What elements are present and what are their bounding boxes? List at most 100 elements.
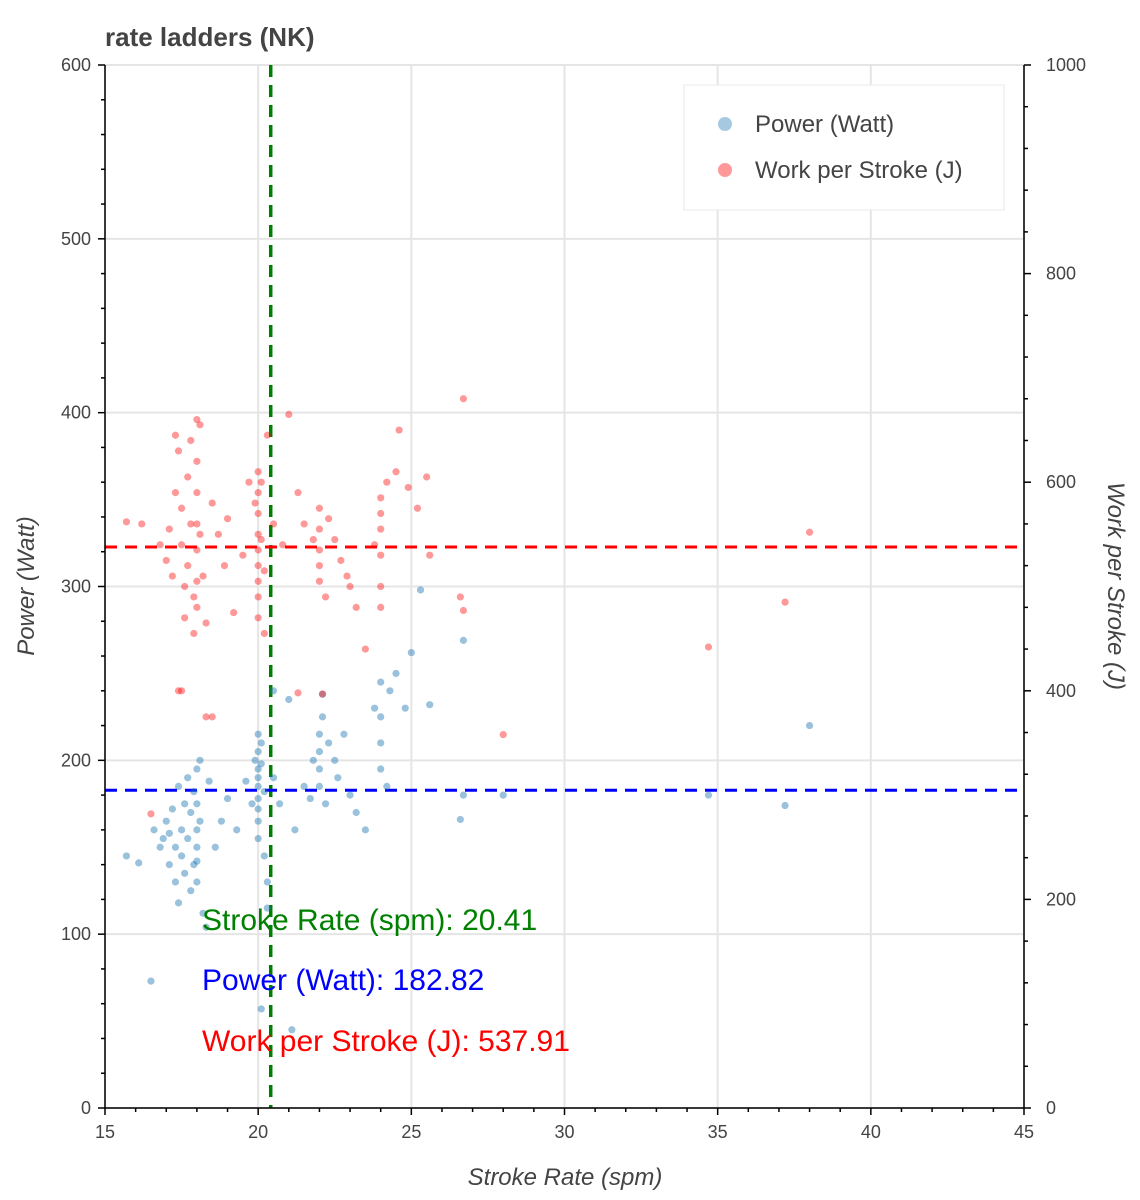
work-point [404,483,412,492]
power-point [315,730,324,738]
work-point [230,608,238,617]
work-point [413,504,422,512]
power-point [318,713,327,721]
work-point [325,515,333,523]
work-point [781,598,789,606]
power-point [331,756,339,764]
power-point [704,791,713,799]
work-point [321,593,330,601]
work-point [181,582,189,591]
power-point [254,730,262,738]
power-point [254,794,262,803]
work-point [392,468,400,476]
power-point [263,878,271,886]
work-point [423,473,431,481]
work-point [254,593,262,601]
power-point [193,857,201,865]
work-point [263,431,271,439]
power-point [377,739,385,747]
reference-lines [105,65,1024,1108]
work-point [220,562,229,570]
work-point [254,546,262,554]
y-axis-label: Power (Watt) [13,516,40,656]
power-point [260,852,268,860]
work-point [181,614,189,622]
work-point [254,562,262,570]
axes: 15 20 25 30 35 40 45 0 100 200 300 400 500 600 0 200 400… [61,55,1086,1142]
work-point [174,687,183,695]
work-point [459,395,468,403]
x-tick-label: 25 [401,1122,421,1142]
power-point [251,756,259,764]
power-point [190,788,198,796]
grid [104,64,1025,1109]
power-point [171,843,180,851]
work-point [165,525,173,533]
work-point [294,689,302,697]
work-point [254,489,262,497]
power-point [318,690,327,698]
work-point [193,489,201,497]
power-point [122,852,131,860]
y-tick-label: 100 [61,924,91,944]
power-point [223,794,232,803]
annotation-power: Power (Watt): 182.82 [202,964,484,997]
power-point [174,899,183,907]
legend-label-power: Power (Watt) [755,111,894,138]
work-point [184,562,192,570]
work-point [162,556,170,565]
work-point [171,431,180,439]
work-point [190,629,198,638]
work-point [138,520,146,528]
work-point [193,457,201,465]
power-point [416,586,425,594]
work-point [315,504,324,512]
power-point [383,782,391,791]
work-point [177,504,186,512]
power-point [174,782,183,791]
power-point [309,756,317,764]
work-point [184,473,192,481]
power-point [168,805,176,813]
work-point [370,541,379,549]
power-point [334,774,342,782]
power-point [392,669,400,678]
power-point [254,782,262,791]
annotation-stroke-rate: Stroke Rate (spm): 20.41 [202,904,537,937]
y-tick-label: 0 [81,1098,91,1118]
y2-tick-label: 800 [1046,264,1076,284]
work-point [315,577,324,585]
work-point [187,436,195,445]
work-point [805,528,814,536]
power-point [248,800,256,808]
chart-title: rate ladders (NK) [105,22,315,52]
power-point [171,878,180,886]
work-point [343,572,351,580]
x-tick-label: 15 [95,1122,115,1142]
y-tick-label: 400 [61,403,91,423]
work-point [456,593,464,601]
work-point [245,478,253,486]
power-point [260,788,268,796]
power-point [193,826,201,834]
power-point [190,861,198,869]
power-point [196,817,204,825]
work-point [122,518,131,526]
work-point [193,546,201,554]
power-point [499,791,507,799]
work-point [208,713,216,721]
power-point [181,869,189,877]
work-point [202,713,210,721]
work-point [196,421,204,429]
power-point [205,777,213,785]
power-point [456,815,464,824]
power-point [263,904,271,912]
work-point [377,525,385,533]
work-point [346,582,354,591]
work-point [309,535,317,544]
work-point [196,530,204,538]
x-tick-label: 45 [1014,1122,1034,1142]
work-point [177,687,186,695]
power-point [193,878,201,886]
work-point [377,582,385,591]
